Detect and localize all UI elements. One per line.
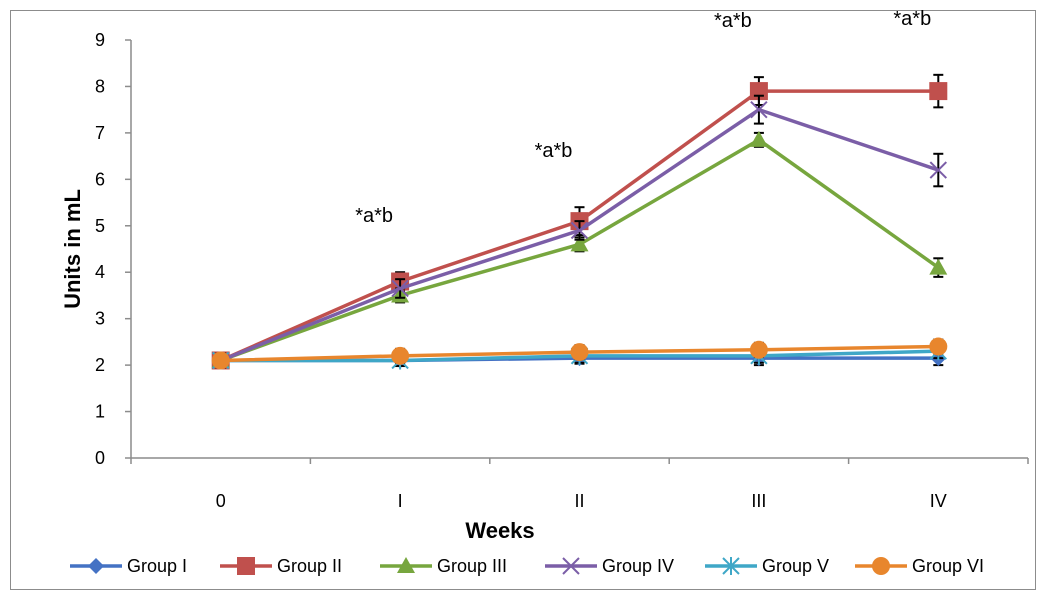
legend-item: Group III	[380, 556, 507, 576]
legend-label: Group IV	[602, 556, 674, 576]
y-tick-label: 4	[95, 262, 105, 282]
data-point	[929, 258, 948, 275]
data-point	[929, 161, 948, 179]
y-tick-label: 6	[95, 169, 105, 189]
y-axis-title: Units in mL	[60, 189, 85, 309]
x-ticks: 0 I II III IV	[130, 458, 1029, 511]
y-tick-label: 0	[95, 448, 105, 468]
data-point	[929, 82, 948, 101]
legend-label: Group III	[437, 556, 507, 576]
data-point	[750, 100, 768, 119]
x-tick-label: I	[398, 491, 403, 511]
x-axis-title: Weeks	[465, 518, 534, 543]
legend-item: Group V	[705, 556, 829, 576]
legend-marker	[88, 558, 104, 574]
legend-marker	[562, 557, 580, 575]
legend-item: Group IV	[545, 556, 674, 576]
y-ticks: 0 1 2 3 4 5 6 7 8 9	[95, 30, 131, 468]
legend-label: Group VI	[912, 556, 984, 576]
legend-marker	[397, 557, 415, 573]
y-tick-label: 1	[95, 402, 105, 422]
legend-item: Group II	[220, 556, 342, 576]
data-point	[391, 346, 410, 365]
legend-marker	[722, 557, 740, 575]
x-tick-label: III	[751, 491, 766, 511]
legend-item: Group I	[70, 556, 187, 576]
significance-annotation: *a*b	[355, 205, 393, 227]
legend-label: Group V	[762, 556, 829, 576]
y-tick-label: 9	[95, 30, 105, 50]
legend-item: Group VI	[855, 556, 984, 576]
annotations: *a*b *a*b *a*b *a*b	[355, 8, 931, 227]
data-point	[570, 343, 589, 362]
data-point	[749, 130, 768, 147]
y-tick-label: 2	[95, 355, 105, 375]
legend-label: Group II	[277, 556, 342, 576]
significance-annotation: *a*b	[714, 10, 752, 32]
data-point	[570, 221, 589, 240]
x-tick-label: II	[574, 491, 584, 511]
y-tick-label: 8	[95, 76, 105, 96]
legend-label: Group I	[127, 556, 187, 576]
y-tick-label: 5	[95, 216, 105, 236]
legend-marker	[872, 557, 890, 575]
legend-marker	[237, 557, 255, 575]
data-point	[929, 337, 948, 356]
y-tick-label: 3	[95, 309, 105, 329]
axes	[130, 40, 1028, 459]
x-tick-label: IV	[930, 491, 947, 511]
data-point	[570, 235, 589, 252]
chart-frame	[10, 10, 1036, 590]
series-group-vi	[211, 337, 948, 370]
series-group-iii	[211, 130, 948, 369]
significance-annotation: *a*b	[893, 8, 931, 30]
y-tick-label: 7	[95, 123, 105, 143]
data-point	[749, 340, 768, 359]
data-point	[211, 351, 230, 370]
series-layer	[211, 73, 948, 370]
x-tick-label: 0	[216, 491, 226, 511]
significance-annotation: *a*b	[535, 140, 573, 162]
data-point	[391, 279, 409, 298]
series-group-iv	[211, 94, 948, 370]
legend: Group I Group II Group III Group IV Group V G…	[70, 556, 984, 576]
